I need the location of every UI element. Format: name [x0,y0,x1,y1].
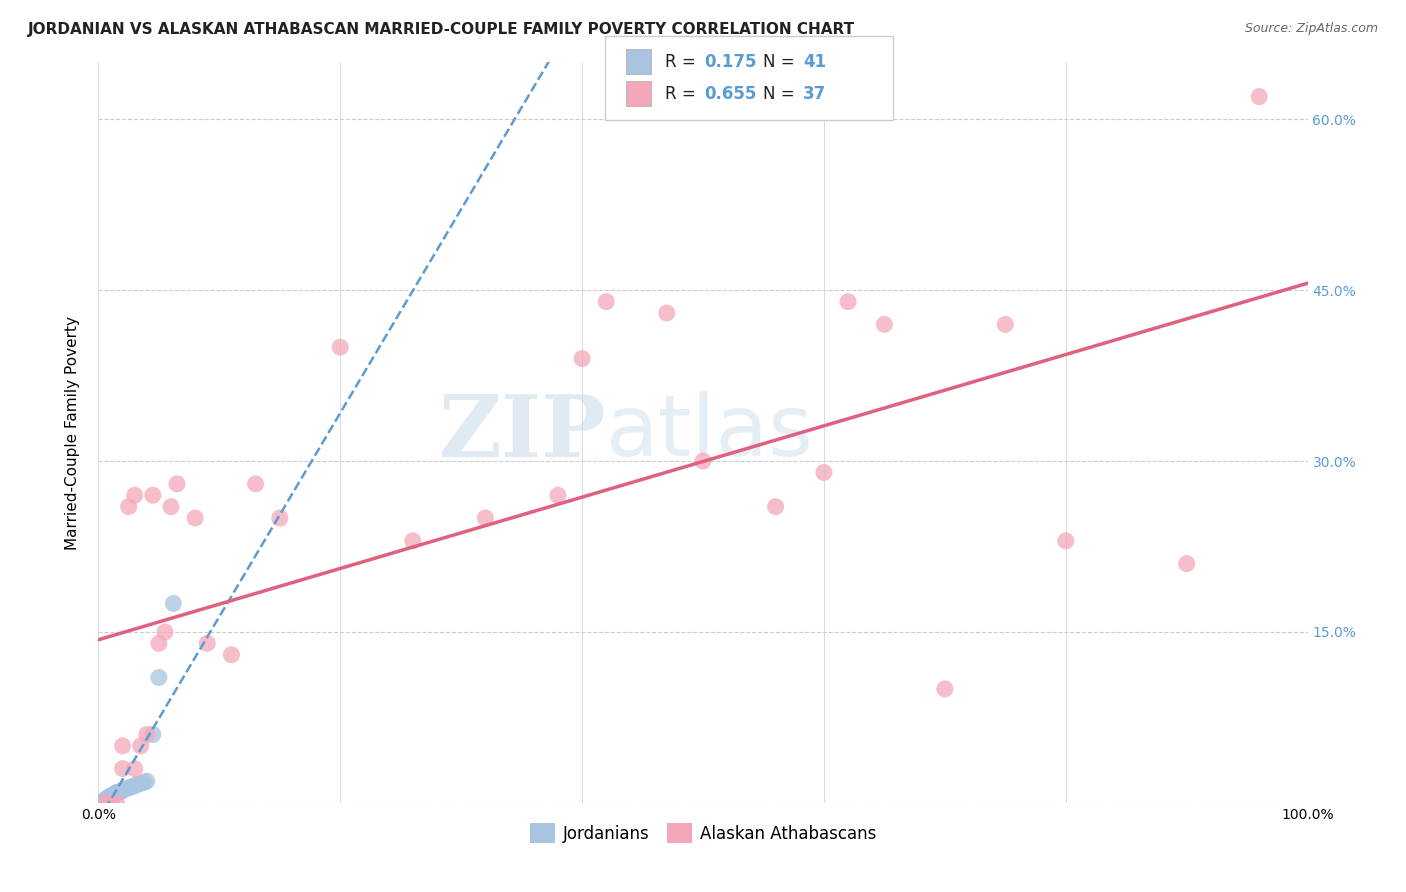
Point [105,787,128,801]
Point [269,511,291,525]
Point [184,511,207,525]
Point [105,796,128,810]
Point [1054,533,1077,548]
Point [107,786,129,800]
Point [221,648,243,662]
Point [114,782,136,797]
Point [100,790,122,805]
Point [110,784,132,798]
Point [111,762,134,776]
Point [91,796,114,810]
Point [91,795,114,809]
Point [105,786,128,800]
Point [98,792,121,806]
Point [934,681,956,696]
Text: JORDANIAN VS ALASKAN ATHABASCAN MARRIED-COUPLE FAMILY POVERTY CORRELATION CHART: JORDANIAN VS ALASKAN ATHABASCAN MARRIED-… [28,22,855,37]
Point [245,476,267,491]
Point [813,466,835,480]
Point [108,784,131,798]
Point [153,624,176,639]
Point [765,500,787,514]
Point [195,636,218,650]
Point [101,789,124,803]
Text: 0.175: 0.175 [704,53,756,70]
Point [96,792,118,806]
Point [135,727,157,741]
Text: Source: ZipAtlas.com: Source: ZipAtlas.com [1244,22,1378,36]
Text: N =: N = [763,53,800,70]
Point [124,488,146,502]
Point [118,780,141,795]
Point [474,511,496,525]
Legend: Jordanians, Alaskan Athabascans: Jordanians, Alaskan Athabascans [523,816,883,850]
Point [134,775,156,789]
Point [148,636,170,650]
Point [1175,557,1198,571]
Point [101,788,124,802]
Point [142,727,165,741]
Point [98,790,121,805]
Point [1249,89,1271,103]
Point [402,533,425,548]
Y-axis label: Married-Couple Family Poverty: Married-Couple Family Poverty [65,316,80,549]
Text: 37: 37 [803,85,827,103]
Point [571,351,593,366]
Point [93,795,115,809]
Point [93,793,115,807]
Point [329,340,352,354]
Point [96,793,118,807]
Point [111,739,134,753]
Point [142,488,165,502]
Point [100,789,122,803]
Text: atlas: atlas [606,391,814,475]
Point [692,454,714,468]
Point [91,796,114,810]
Point [124,762,146,776]
Point [166,476,188,491]
Point [837,294,859,309]
Point [90,796,112,810]
Point [994,318,1017,332]
Point [129,776,152,790]
Point [595,294,617,309]
Text: 0.655: 0.655 [704,85,756,103]
Point [162,597,184,611]
Point [100,796,122,810]
Point [135,774,157,789]
Text: R =: R = [665,85,702,103]
Text: N =: N = [763,85,800,103]
Point [148,671,170,685]
Text: R =: R = [665,53,702,70]
Point [160,500,183,514]
Point [547,488,569,502]
Point [129,739,152,753]
Point [655,306,678,320]
Point [104,787,127,801]
Point [124,779,146,793]
Point [127,778,149,792]
Point [93,796,115,810]
Point [93,796,115,810]
Point [873,318,896,332]
Point [103,788,125,802]
Point [120,780,142,794]
Point [97,792,120,806]
Text: ZIP: ZIP [439,391,606,475]
Point [118,500,141,514]
Point [94,795,117,809]
Point [111,783,134,797]
Point [94,793,117,807]
Point [100,789,122,803]
Point [96,791,118,805]
Text: 41: 41 [803,53,825,70]
Point [97,791,120,805]
Point [94,792,117,806]
